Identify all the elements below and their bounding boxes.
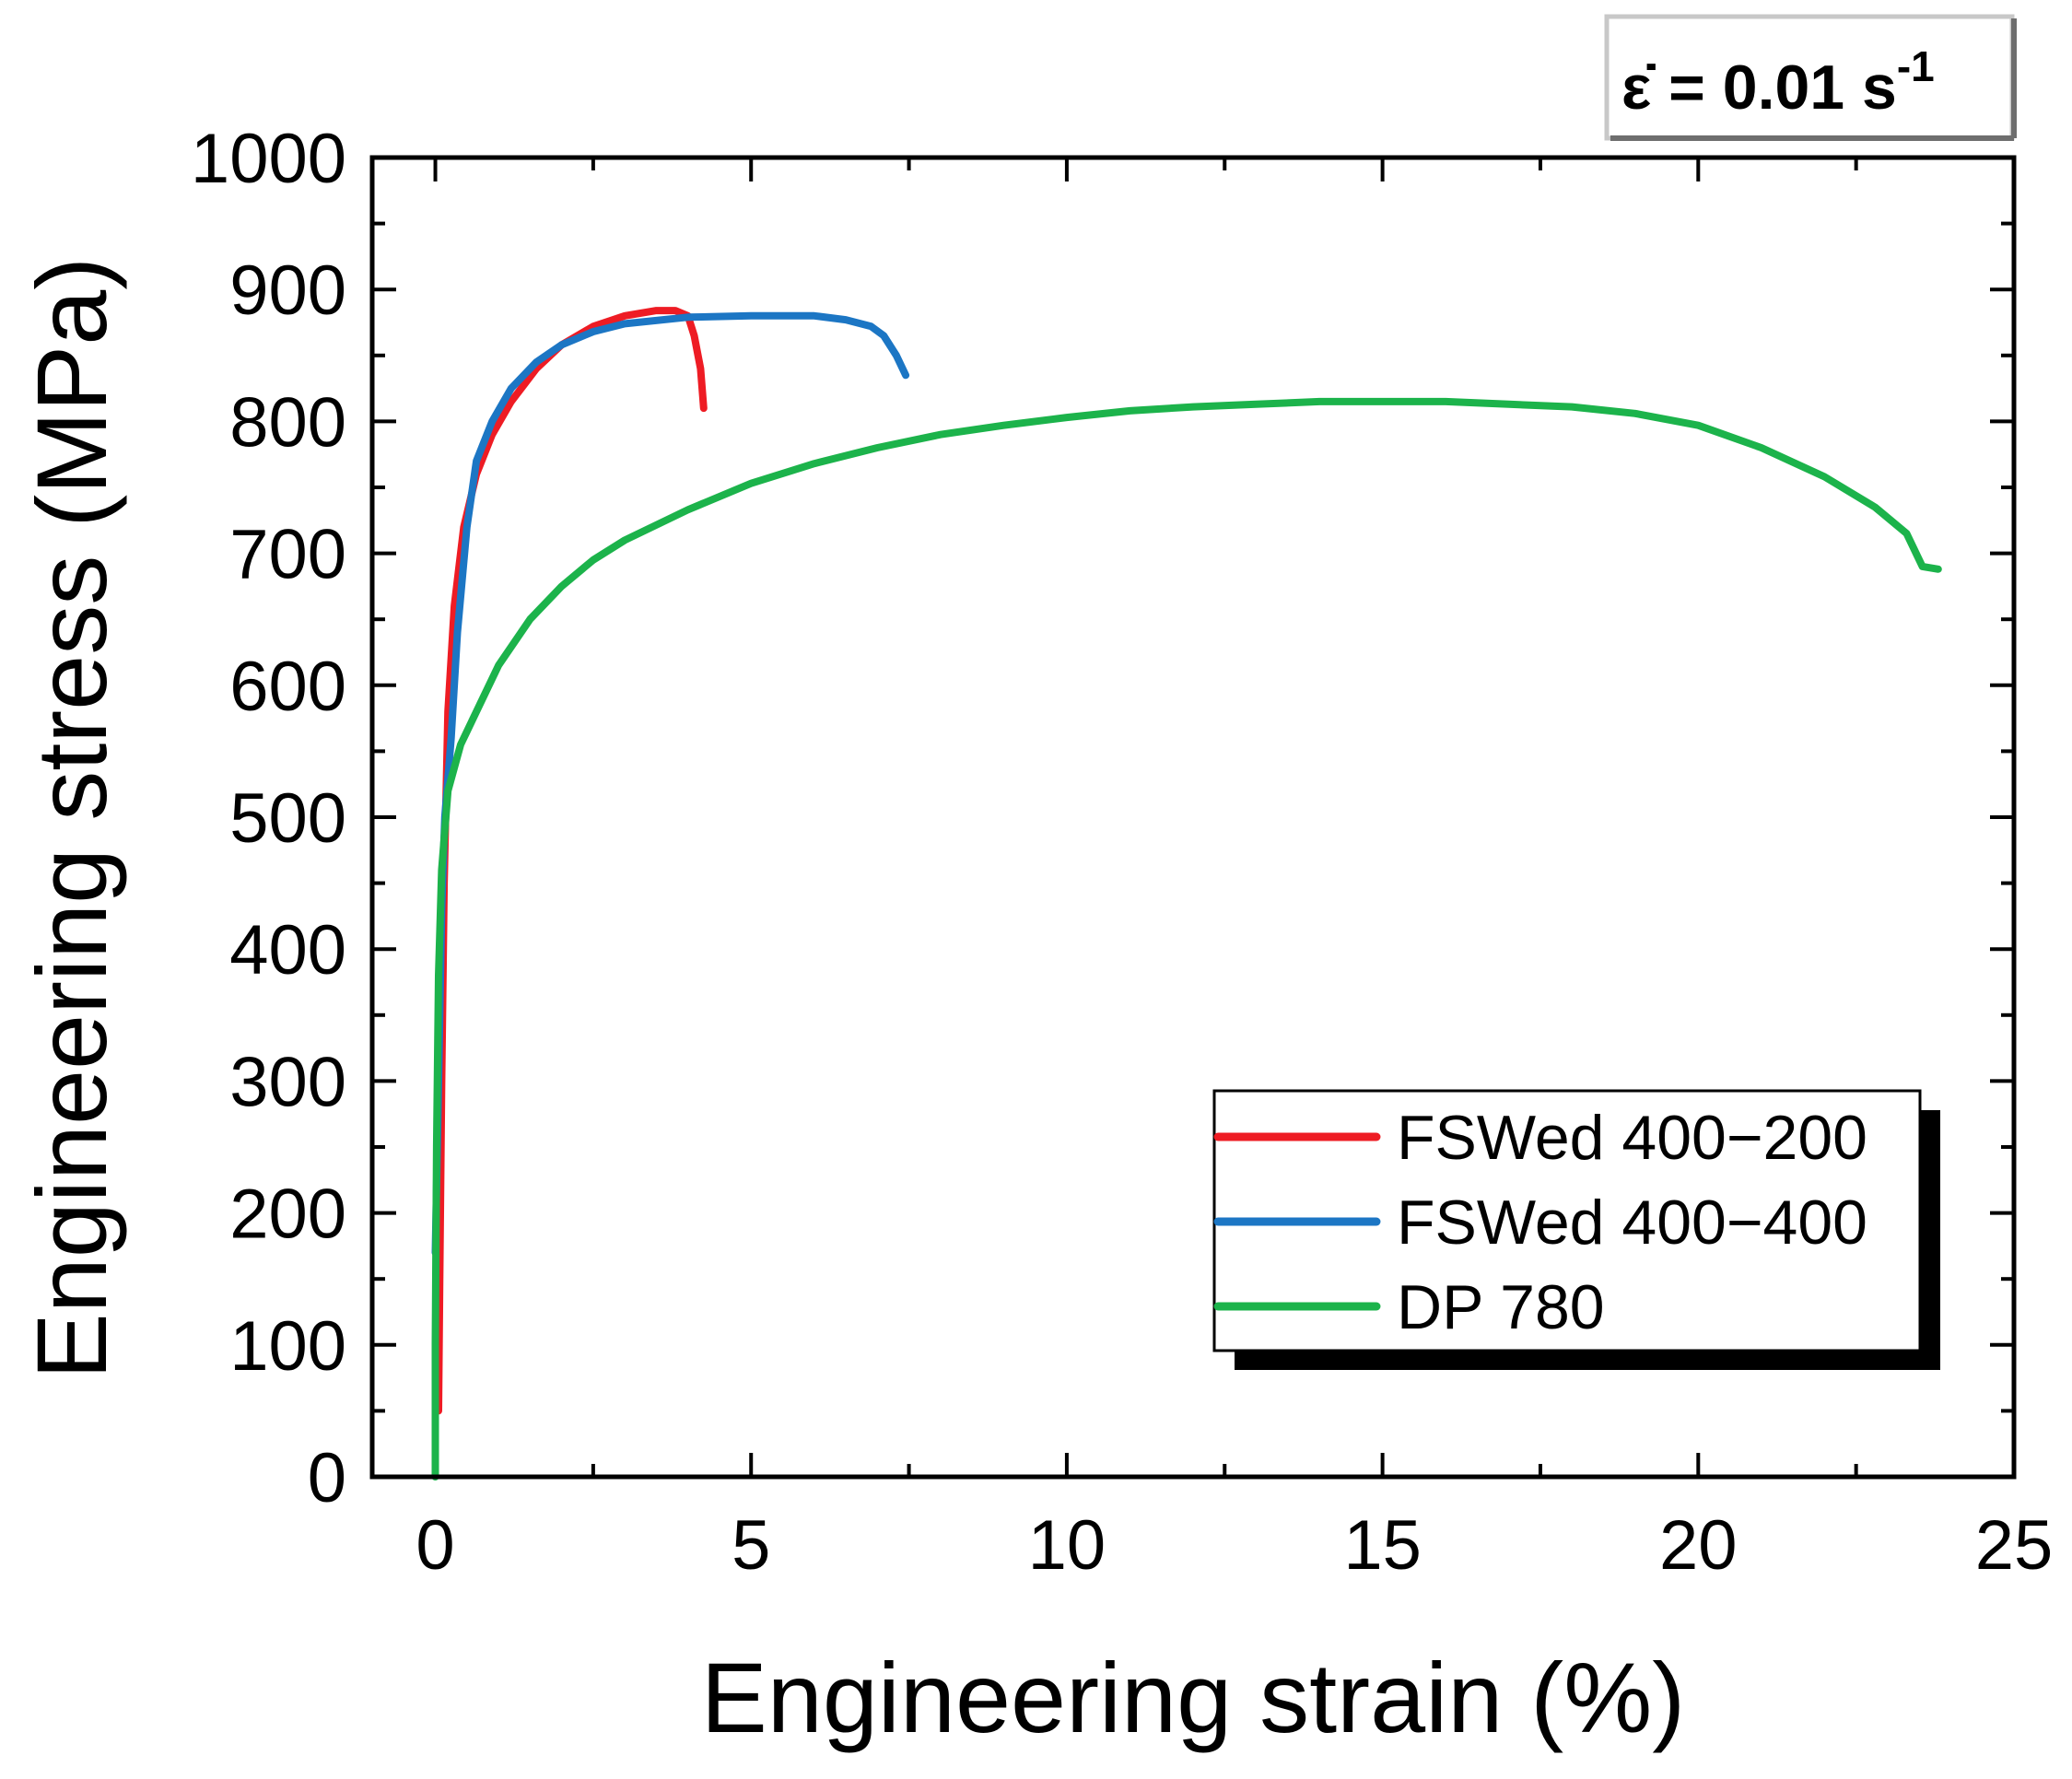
y-axis-title: Engineering stress (MPa) (16, 257, 127, 1379)
plot-frame (369, 155, 2017, 1480)
legend-label-3: DP 780 (1397, 1272, 1605, 1342)
y-tick-label: 700 (229, 516, 346, 594)
y-tick-label: 400 (229, 911, 346, 989)
y-tick-label: 500 (229, 779, 346, 858)
strain-rate-label: ε̇ = 0.01 s-1 (1621, 42, 1935, 123)
x-tick-label: 0 (416, 1506, 454, 1585)
y-tick-label: 300 (229, 1043, 346, 1121)
x-tick-label: 5 (732, 1506, 770, 1585)
y-tick-label: 900 (229, 252, 346, 330)
x-tick-label: 10 (1028, 1506, 1106, 1585)
series-line-1 (435, 307, 708, 1415)
x-tick-labels: 0 5 10 15 20 25 (416, 1506, 2053, 1585)
series-layer (431, 307, 1942, 1481)
y-tick-label: 200 (229, 1176, 346, 1254)
x-axis-title: Engineering strain (%) (701, 1642, 1686, 1753)
legend-label-1: FSWed 400−200 (1397, 1103, 1867, 1173)
legend-label-2: FSWed 400−400 (1397, 1188, 1867, 1258)
legend: FSWed 400−200 FSWed 400−400 DP 780 (1212, 1089, 1940, 1370)
y-tick-labels: 0 100 200 300 400 500 600 700 800 900 1000 (191, 120, 346, 1517)
strain-rate-annotation: ε̇ = 0.01 s-1 (1604, 14, 2017, 141)
x-tick-label: 15 (1343, 1506, 1422, 1585)
y-tick-label: 1000 (191, 120, 346, 198)
x-tick-label: 20 (1659, 1506, 1738, 1585)
y-tick-label: 0 (308, 1439, 346, 1517)
y-tick-label: 800 (229, 383, 346, 462)
y-tick-label: 600 (229, 648, 346, 726)
y-tick-label: 100 (229, 1307, 346, 1386)
x-tick-label: 25 (1975, 1506, 2054, 1585)
series-line-3 (431, 397, 1942, 1481)
